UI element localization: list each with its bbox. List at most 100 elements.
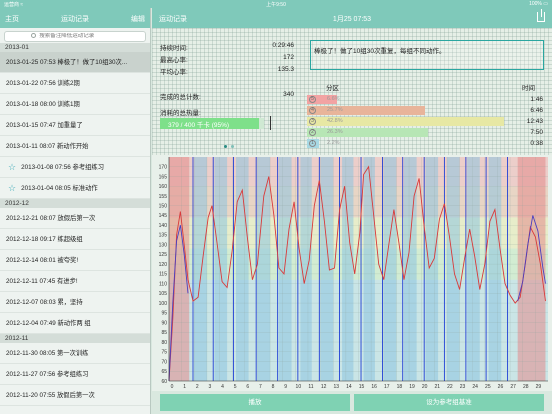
set-reference-button[interactable]: 设为参考组基准 bbox=[354, 394, 544, 411]
page-dot-2[interactable] bbox=[231, 145, 234, 148]
record-row[interactable]: ☆ 2013-01-08 07:56 参考组练习 bbox=[0, 157, 150, 178]
back-to-records-button[interactable]: 运动记录 bbox=[159, 16, 187, 23]
play-button[interactable]: 播放 bbox=[160, 394, 350, 411]
record-row-label: 2013-01-08 07:56 参考组练习 bbox=[21, 164, 105, 171]
page-dot-1[interactable] bbox=[224, 145, 227, 148]
records-title: 运动记录 bbox=[61, 16, 89, 23]
zone-row: 5 6.6% 1:46 bbox=[307, 95, 547, 104]
y-tick-label: 80 bbox=[161, 340, 167, 346]
star-icon: ☆ bbox=[8, 183, 17, 193]
x-tick-label: 10 bbox=[296, 384, 302, 390]
record-row[interactable]: 2012-11-30 08:05 第一次训练 bbox=[0, 343, 150, 364]
x-tick-label: 1 bbox=[183, 384, 186, 390]
record-row[interactable]: 2013-01-22 07:56 训练2期 bbox=[0, 73, 150, 94]
right-navigation-bar: 运动记录 1月25 07:53 bbox=[152, 8, 552, 28]
zone-percent: 6.6% bbox=[327, 96, 340, 102]
x-tick-label: 21 bbox=[435, 384, 441, 390]
zone-row: 3 42.8% 12:43 bbox=[307, 117, 547, 126]
zone-number-icon: 3 bbox=[309, 118, 316, 125]
duration-value: 0:29:46 bbox=[272, 42, 294, 49]
zone-time-header: 时间 bbox=[522, 85, 535, 92]
search-input[interactable] bbox=[39, 33, 120, 39]
record-row-label: 2013-01-18 08:00 训练1期 bbox=[6, 101, 80, 108]
share-icon[interactable] bbox=[537, 9, 545, 22]
record-row[interactable]: 2012-12-21 08:07 放假后第一次 bbox=[0, 208, 150, 229]
record-row[interactable]: 2013-01-25 07:53 棒极了！做了10组30次... bbox=[0, 52, 150, 73]
x-tick-label: 5 bbox=[234, 384, 237, 390]
edit-button[interactable]: 编辑 bbox=[131, 16, 145, 23]
zone-bar bbox=[307, 95, 338, 104]
record-row[interactable]: 2013-01-11 08:07 新动作开始 bbox=[0, 136, 150, 157]
record-row[interactable]: 2012-11-20 07:55 放假后第一次 bbox=[0, 385, 150, 406]
search-bar[interactable] bbox=[4, 31, 146, 42]
left-navigation-bar: 主页 运动记录 编辑 bbox=[0, 8, 150, 28]
record-row-label: 2013-01-25 07:53 棒极了！做了10组30次... bbox=[6, 59, 128, 66]
activity-interval bbox=[446, 157, 460, 381]
record-row[interactable]: 2012-12-18 09:17 练超级组 bbox=[0, 229, 150, 250]
y-tick-label: 160 bbox=[159, 184, 168, 190]
y-tick-label: 70 bbox=[161, 359, 167, 365]
x-tick-label: 0 bbox=[171, 384, 174, 390]
max-hr-label: 最高心率: bbox=[160, 57, 188, 64]
zone-header: 分区 bbox=[326, 85, 339, 92]
total-count-label: 完成的总计数: bbox=[160, 94, 201, 101]
record-row-label: 2013-01-22 07:56 训练2期 bbox=[6, 80, 80, 87]
home-button[interactable]: 主页 bbox=[5, 16, 19, 23]
record-row[interactable]: 2013-01-15 07:47 加重量了 bbox=[0, 115, 150, 136]
zone-number-icon: 5 bbox=[309, 96, 316, 103]
y-tick-label: 120 bbox=[159, 262, 168, 268]
zone-number-icon: 1 bbox=[309, 140, 316, 147]
x-tick-label: 22 bbox=[447, 384, 453, 390]
x-tick-label: 19 bbox=[409, 384, 415, 390]
status-bar: 运营商 ≈ 上午9:50 100% ▭ bbox=[0, 0, 552, 8]
comment-box[interactable]: 棒极了！做了10组30次重复，每组不同动作。 bbox=[310, 40, 544, 70]
x-tick-label: 9 bbox=[284, 384, 287, 390]
y-tick-label: 65 bbox=[161, 369, 167, 375]
page-indicator[interactable] bbox=[222, 144, 236, 150]
record-row[interactable]: 2012-12-14 08:01 被夸奖! bbox=[0, 250, 150, 271]
zone-time: 0:38 bbox=[530, 140, 543, 147]
duration-label: 持续时间: bbox=[160, 45, 188, 52]
activity-interval bbox=[488, 157, 502, 381]
record-row[interactable]: 2012-11-27 07:56 参考组练习 bbox=[0, 364, 150, 385]
section-header: 2012-12 bbox=[0, 199, 150, 208]
heart-rate-chart[interactable]: 60 65 70 75 80 85 90 95 100 105 110 115 120 125 130 135… bbox=[152, 155, 552, 391]
max-hr-value: 172 bbox=[283, 54, 294, 61]
bottom-bar: 播放 设为参考组基准 bbox=[152, 391, 552, 414]
x-tick-label: 3 bbox=[209, 384, 212, 390]
calorie-progress-bar: 379 / 400 千卡 (95%) bbox=[160, 118, 264, 129]
x-tick-label: 8 bbox=[272, 384, 275, 390]
record-row-label: 2012-12-18 09:17 练超级组 bbox=[6, 236, 83, 243]
activity-interval bbox=[169, 157, 190, 381]
zone-bar bbox=[307, 106, 426, 115]
activity-interval bbox=[235, 157, 249, 381]
y-tick-label: 75 bbox=[161, 350, 167, 356]
avg-hr-value: 135.3 bbox=[277, 66, 294, 73]
record-row[interactable]: 2013-01-18 08:00 训练1期 bbox=[0, 94, 150, 115]
record-row[interactable]: 2012-12-04 07:49 新动作两 组 bbox=[0, 313, 150, 334]
y-tick-label: 125 bbox=[159, 252, 168, 258]
zone-percent: 42.8% bbox=[327, 118, 343, 124]
activity-interval bbox=[257, 157, 271, 381]
zone-number-icon: 2 bbox=[309, 129, 316, 136]
record-row-label: 2012-12-07 08:03 累，坚持 bbox=[6, 299, 83, 306]
record-row[interactable]: 2012-12-07 08:03 累，坚持 bbox=[0, 292, 150, 313]
activity-interval bbox=[278, 157, 292, 381]
record-row-label: 2013-01-15 07:47 加重量了 bbox=[6, 122, 83, 129]
record-row[interactable]: 2012-12-11 07:45 有进步! bbox=[0, 271, 150, 292]
activity-interval bbox=[342, 157, 354, 381]
zone-row: 2 26.3% 7:50 bbox=[307, 128, 547, 137]
record-row-label: 2012-12-04 07:49 新动作两 组 bbox=[6, 320, 91, 327]
x-tick-label: 17 bbox=[384, 384, 390, 390]
y-tick-label: 135 bbox=[159, 233, 168, 239]
x-tick-label: 20 bbox=[422, 384, 428, 390]
zone-bar bbox=[307, 117, 504, 126]
record-row[interactable]: ☆ 2013-01-04 08:05 标准动作 bbox=[0, 178, 150, 199]
y-tick-label: 130 bbox=[159, 242, 168, 248]
x-tick-label: 23 bbox=[460, 384, 466, 390]
summary-section: 持续时间: 0:29:46 最高心率: 172 平均心率: 135.3 完成的总… bbox=[152, 28, 552, 155]
zone-percent: 25.7% bbox=[327, 107, 343, 113]
zone-percent: 26.3% bbox=[327, 129, 343, 135]
x-tick-label: 7 bbox=[259, 384, 262, 390]
x-tick-label: 16 bbox=[371, 384, 377, 390]
